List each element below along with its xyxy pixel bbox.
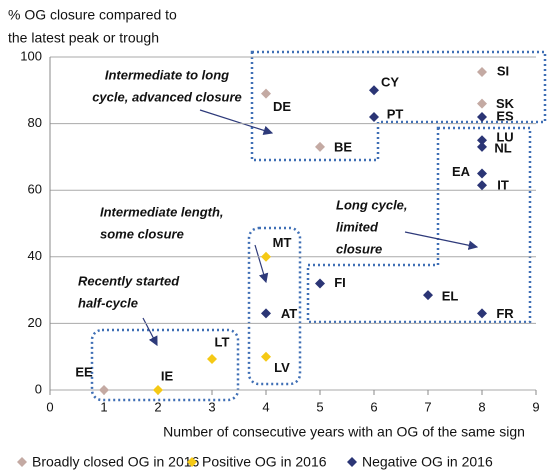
point-label: ES — [496, 108, 514, 123]
point-label: CY — [381, 75, 399, 90]
x-tick-label: 2 — [154, 399, 161, 414]
point — [477, 168, 487, 179]
point-label: EA — [452, 164, 471, 179]
point — [153, 385, 163, 395]
x-tick-label: 4 — [262, 399, 269, 414]
legend-marker — [347, 457, 357, 467]
point — [315, 278, 325, 289]
legend-label: Positive OG in 2016 — [202, 454, 327, 470]
point — [477, 135, 487, 146]
arrow — [142, 317, 158, 347]
arrow — [404, 231, 479, 250]
point — [423, 290, 433, 301]
point-label: FI — [334, 275, 346, 290]
x-tick-label: 6 — [370, 399, 377, 414]
point — [207, 354, 217, 365]
point-label: AT — [281, 306, 297, 321]
annotation: some closure — [100, 226, 184, 241]
point-label: PT — [387, 106, 404, 121]
legend-label: Broadly closed OG in 2016 — [32, 454, 200, 470]
y-axis-title: the latest peak or trough — [8, 30, 159, 46]
point-label: LV — [274, 360, 290, 375]
point — [315, 141, 325, 152]
region-box — [247, 226, 302, 386]
point — [99, 385, 109, 395]
y-tick-label: 40 — [28, 248, 42, 263]
point — [261, 251, 271, 262]
point-label: FR — [496, 306, 514, 321]
x-tick-label: 8 — [478, 399, 485, 414]
annotation: Intermediate length, — [100, 204, 224, 219]
point — [477, 98, 487, 109]
region-box — [250, 50, 547, 162]
point-label: NL — [494, 140, 511, 155]
x-axis-title: Number of consecutive years with an OG o… — [163, 424, 525, 440]
y-tick-label: 100 — [20, 48, 42, 63]
region-box — [306, 126, 532, 324]
point-label: IE — [161, 368, 174, 383]
y-axis-title: % OG closure compared to — [8, 7, 177, 23]
legend-marker — [187, 457, 197, 467]
point-label: SK — [496, 96, 515, 111]
x-tick-label: 3 — [208, 399, 215, 414]
annotation: closure — [336, 241, 382, 256]
y-tick-label: 80 — [28, 115, 42, 130]
point — [477, 66, 487, 77]
annotation: Long cycle, — [336, 197, 408, 212]
x-tick-label: 1 — [100, 399, 107, 414]
point-label: EL — [442, 289, 459, 304]
legend-marker — [17, 457, 27, 467]
point-label: IT — [497, 178, 509, 193]
annotation: cycle, advanced closure — [92, 89, 242, 104]
arrow — [254, 244, 269, 284]
point-label: EE — [75, 364, 93, 379]
legend-label: Negative OG in 2016 — [362, 454, 493, 470]
region-box — [90, 328, 240, 402]
point-label: SI — [497, 63, 509, 78]
x-tick-label: 5 — [316, 399, 323, 414]
point-label: BE — [334, 139, 352, 154]
point-label: DE — [273, 99, 291, 114]
point — [477, 111, 487, 122]
point-label: MT — [273, 235, 292, 250]
annotation: Intermediate to long — [105, 67, 229, 82]
point — [477, 141, 487, 152]
x-tick-label: 0 — [46, 399, 53, 414]
point — [261, 88, 271, 99]
point — [477, 308, 487, 319]
annotation: limited — [336, 219, 379, 234]
point — [369, 111, 379, 122]
point — [261, 308, 271, 319]
point — [477, 180, 487, 191]
arrow — [199, 109, 274, 136]
y-tick-label: 60 — [28, 182, 42, 197]
annotation: half-cycle — [78, 295, 138, 310]
annotation: Recently started — [78, 273, 180, 288]
point-label: LU — [496, 130, 513, 145]
x-tick-label: 9 — [532, 399, 539, 414]
y-tick-label: 0 — [35, 381, 42, 396]
point — [261, 351, 271, 362]
point-label: LT — [215, 334, 230, 349]
y-tick-label: 20 — [28, 315, 42, 330]
point — [369, 85, 379, 96]
x-tick-label: 7 — [424, 399, 431, 414]
